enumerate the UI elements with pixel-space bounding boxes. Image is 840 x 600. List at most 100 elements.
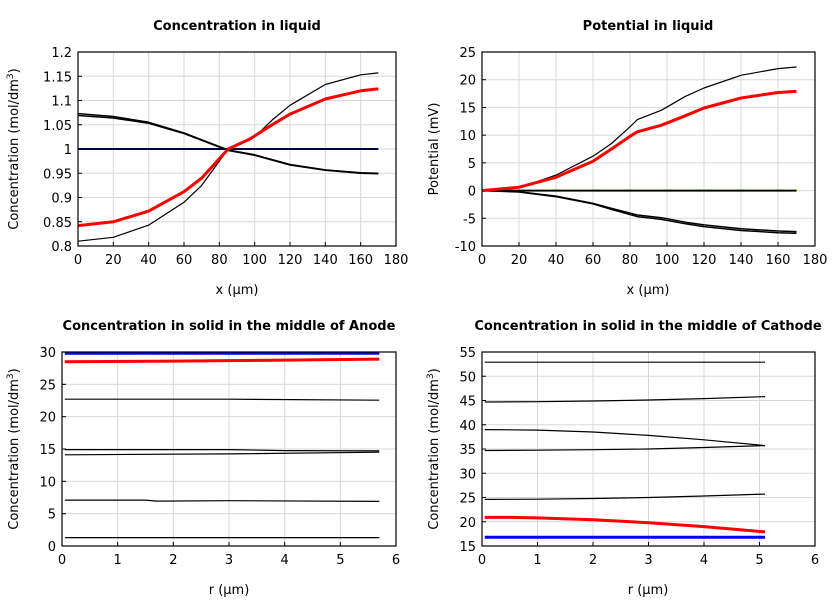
x-tick-label: 140 (729, 253, 754, 268)
y-axis-label: Concentration (mol/dm3) (6, 368, 22, 530)
x-tick-label: 140 (313, 253, 338, 268)
x-tick-label: 60 (585, 253, 602, 268)
y-tick-label: 10 (39, 475, 56, 490)
series-line-black (484, 396, 766, 403)
y-tick-label: 55 (459, 346, 476, 361)
series-line-black (484, 429, 766, 447)
x-tick-label: 160 (766, 253, 791, 268)
y-tick-label: 0 (48, 540, 56, 555)
x-tick-label: 100 (655, 253, 680, 268)
x-tick-label: 120 (278, 253, 303, 268)
chart-title: Concentration in solid in the middle of … (63, 319, 396, 334)
x-tick-label: 80 (622, 253, 639, 268)
y-tick-label: -5 (463, 212, 476, 227)
x-tick-label: 4 (281, 553, 289, 568)
x-tick-label: 160 (348, 253, 373, 268)
subplot-2: 0 20 40 60 80 100 120 140 160 180 -10 -5 0 5 10 15 20 25 P… (427, 19, 827, 298)
y-tick-label: 0.8 (51, 240, 72, 255)
y-tick-label: 0.95 (43, 167, 72, 182)
y-tick-label: 25 (459, 46, 476, 61)
series-line-black (482, 189, 797, 235)
y-tick-label: 25 (459, 492, 476, 507)
y-tick-label: 35 (459, 443, 476, 458)
x-axis-label: x (µm) (216, 283, 259, 298)
y-tick-label: 0.85 (43, 216, 72, 231)
y-tick-label: 10 (459, 129, 476, 144)
x-tick-label: 3 (644, 553, 652, 568)
series-line-black (482, 189, 797, 233)
x-tick-label: 100 (242, 253, 267, 268)
series-line-black (64, 449, 380, 452)
x-tick-label: 20 (511, 253, 528, 268)
y-tick-label: 1.1 (51, 95, 72, 110)
y-tick-label: 50 (459, 370, 476, 385)
x-tick-label: 180 (384, 253, 409, 268)
x-tick-label: 40 (140, 253, 157, 268)
x-tick-label: 5 (755, 553, 763, 568)
series-line-black (484, 493, 766, 500)
y-tick-label: 20 (459, 516, 476, 531)
chart-title: Concentration in liquid (153, 19, 321, 34)
x-tick-label: 0 (58, 553, 66, 568)
series-line-red (78, 87, 379, 228)
y-tick-label: 5 (468, 157, 476, 172)
x-tick-label: 20 (105, 253, 122, 268)
x-axis-label: r (µm) (628, 583, 669, 598)
series-line-black (78, 114, 379, 175)
y-tick-label: 25 (39, 378, 56, 393)
x-tick-label: 6 (392, 553, 400, 568)
series-line-red (482, 89, 797, 193)
subplot-3: 0 1 2 3 4 5 6 0 5 10 15 20 25 30 Concentration in soli… (6, 319, 400, 598)
y-tick-label: 45 (459, 395, 476, 410)
x-tick-label: 4 (700, 553, 708, 568)
y-tick-label: 20 (459, 74, 476, 89)
series-line-black (78, 112, 379, 175)
x-tick-label: 0 (74, 253, 82, 268)
y-tick-label: 1.15 (43, 70, 72, 85)
y-tick-label: 40 (459, 419, 476, 434)
x-tick-label: 80 (211, 253, 228, 268)
series-line-black (482, 66, 797, 192)
series-line-red (484, 515, 766, 534)
y-tick-label: 15 (459, 540, 476, 555)
y-tick-label: 30 (39, 346, 56, 361)
x-axis-label: r (µm) (209, 583, 250, 598)
y-tick-label: 1.2 (51, 46, 72, 61)
y-tick-label: 15 (39, 443, 56, 458)
x-tick-label: 40 (548, 253, 565, 268)
y-tick-label: 20 (39, 411, 56, 426)
y-axis-label: Potential (mV) (427, 103, 442, 196)
plot-frame (481, 351, 816, 547)
plot-frame (481, 51, 816, 247)
series-line-red (64, 357, 380, 364)
x-axis-label: x (µm) (627, 283, 670, 298)
x-tick-label: 1 (114, 553, 122, 568)
plot-frame (77, 51, 397, 247)
x-tick-label: 0 (478, 253, 486, 268)
y-tick-label: 1 (64, 143, 72, 158)
series-line-black (64, 499, 380, 502)
series-line-black (64, 398, 380, 401)
chart-title: Potential in liquid (583, 19, 714, 34)
series-line-black (484, 445, 766, 452)
series-line-black (64, 451, 380, 456)
x-tick-label: 5 (336, 553, 344, 568)
x-tick-label: 120 (692, 253, 717, 268)
y-tick-label: -10 (455, 240, 476, 255)
y-tick-label: 15 (459, 101, 476, 116)
x-tick-label: 180 (803, 253, 828, 268)
x-tick-label: 1 (533, 553, 541, 568)
x-tick-label: 0 (478, 553, 486, 568)
x-tick-label: 60 (176, 253, 193, 268)
y-tick-label: 1.05 (43, 119, 72, 134)
x-tick-label: 2 (169, 553, 177, 568)
x-tick-label: 6 (811, 553, 819, 568)
x-tick-label: 3 (225, 553, 233, 568)
y-tick-label: 30 (459, 467, 476, 482)
subplot-1: 0 20 40 60 80 100 120 140 160 180 0.8 0.85 0.9 0.95 1 1… (6, 19, 408, 298)
x-tick-label: 2 (589, 553, 597, 568)
y-tick-label: 5 (48, 508, 56, 523)
